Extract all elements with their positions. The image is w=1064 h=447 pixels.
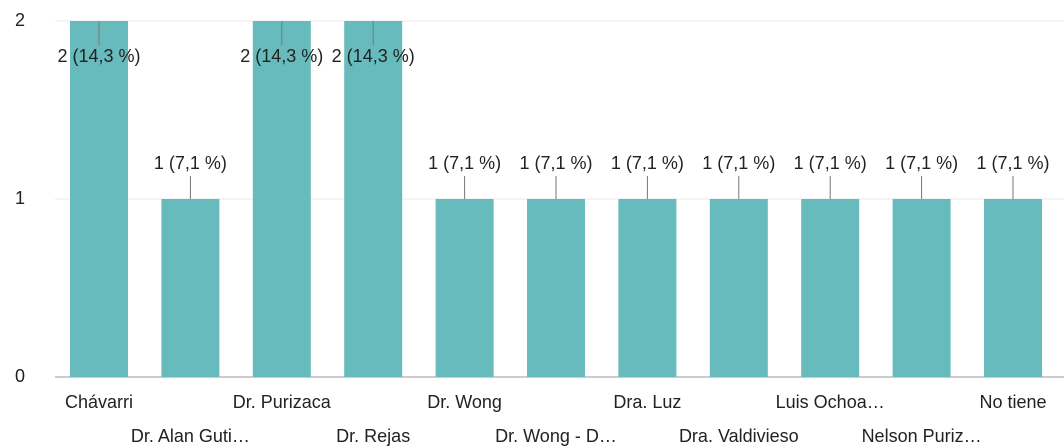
bar [344, 21, 403, 377]
data-label: 1 (7,1 %) [519, 153, 592, 173]
bar [618, 199, 677, 377]
x-tick-label: Dr. Alan Guti… [131, 426, 250, 446]
data-label: 2 (14,3 %) [57, 46, 140, 66]
x-tick-label: Nelson Puriz… [862, 426, 982, 446]
bar [70, 21, 128, 377]
data-label: 1 (7,1 %) [611, 153, 684, 173]
bar [709, 199, 768, 377]
x-tick-label: Dr. Purizaca [233, 392, 332, 412]
x-tick-label: Dr. Wong [427, 392, 502, 412]
y-tick-label: 0 [15, 366, 25, 386]
bar [527, 199, 585, 377]
x-tick-label: No tiene [979, 392, 1046, 412]
y-tick-label: 1 [15, 188, 25, 208]
bar [801, 199, 860, 377]
x-tick-label: Dr. Wong - D… [495, 426, 617, 446]
data-label: 1 (7,1 %) [702, 153, 775, 173]
bar [161, 199, 220, 377]
data-label: 1 (7,1 %) [885, 153, 958, 173]
x-tick-label: Dra. Valdivieso [679, 426, 799, 446]
bar [892, 199, 951, 377]
x-tick-label: Chávarri [65, 392, 133, 412]
data-label: 1 (7,1 %) [794, 153, 867, 173]
x-tick-label: Dr. Rejas [336, 426, 410, 446]
bar [984, 199, 1042, 377]
bar [435, 199, 494, 377]
x-tick-label: Dra. Luz [613, 392, 681, 412]
x-tick-label: Luis Ochoa… [776, 392, 885, 412]
data-label: 1 (7,1 %) [154, 153, 227, 173]
data-label: 1 (7,1 %) [976, 153, 1049, 173]
data-label: 2 (14,3 %) [332, 46, 415, 66]
data-label: 2 (14,3 %) [240, 46, 323, 66]
y-tick-label: 2 [15, 10, 25, 30]
data-label: 1 (7,1 %) [428, 153, 501, 173]
bar [252, 21, 311, 377]
